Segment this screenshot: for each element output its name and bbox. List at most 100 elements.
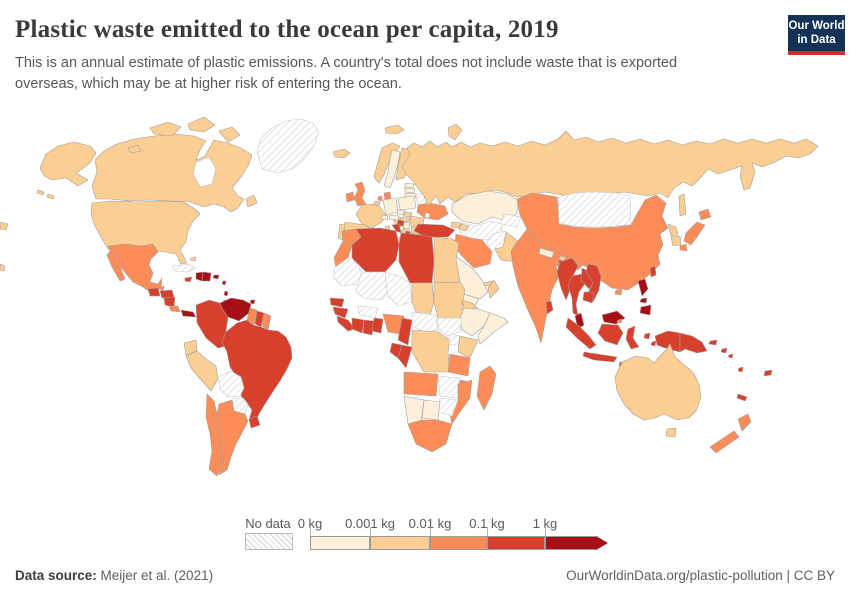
country-iceland[interactable] (332, 148, 351, 159)
country-egypt[interactable] (433, 236, 461, 284)
country-new-caledonia[interactable] (736, 393, 748, 402)
country-brunei[interactable] (616, 318, 623, 324)
country-honduras[interactable] (159, 289, 175, 299)
country-united-states-alaska[interactable] (39, 141, 97, 187)
country-jamaica[interactable] (184, 276, 193, 283)
country-vanuatu[interactable] (737, 366, 744, 373)
country-cameroon[interactable] (397, 317, 413, 346)
country-new-zealand-north[interactable] (737, 413, 752, 432)
country-botswana[interactable] (421, 399, 441, 421)
country-united-states-aleutians[interactable] (36, 189, 45, 196)
country-puerto-rico[interactable] (212, 274, 220, 280)
country-angola[interactable] (403, 371, 439, 397)
legend-bin-2[interactable] (430, 536, 487, 550)
country-costa-rica[interactable] (168, 305, 181, 313)
country-guinea[interactable] (332, 306, 349, 319)
country-japan-hokkaido[interactable] (698, 208, 712, 221)
country-congo[interactable] (397, 344, 413, 369)
country-russia[interactable] (0, 263, 6, 272)
country-png-new-britain[interactable] (708, 339, 718, 346)
country-moldova[interactable] (424, 212, 431, 219)
country-cuba[interactable] (171, 263, 197, 273)
legend-bin-4[interactable] (545, 536, 597, 550)
country-lesser-antilles[interactable] (221, 280, 227, 286)
country-sri-lanka[interactable] (545, 300, 554, 315)
country-sierra-leone[interactable] (336, 315, 356, 332)
country-philippines-luzon[interactable] (637, 278, 649, 297)
country-libya[interactable] (398, 232, 435, 284)
country-dominican-republic[interactable] (201, 271, 212, 282)
country-australia-tasmania[interactable] (665, 427, 677, 438)
country-mexico[interactable] (107, 243, 163, 293)
country-mexico-baja[interactable] (106, 250, 126, 282)
country-kyrgyzstan[interactable] (500, 213, 522, 228)
country-somalia[interactable] (477, 312, 509, 345)
country-united-states-aleutians[interactable] (46, 193, 55, 200)
country-taiwan[interactable] (649, 265, 657, 278)
country-dr-congo[interactable] (411, 329, 451, 373)
country-french-guiana[interactable] (261, 312, 272, 331)
legend-bin-3[interactable] (487, 536, 545, 550)
country-belize[interactable] (160, 285, 165, 292)
country-russia-novaya-zemlya[interactable] (447, 123, 463, 141)
country-togo-benin[interactable] (371, 317, 384, 334)
country-russia-sakhalin[interactable] (678, 193, 687, 217)
country-turkey[interactable] (413, 223, 456, 238)
country-canada-arctic-islands[interactable] (218, 126, 241, 143)
country-japan-kyushu[interactable] (679, 243, 688, 252)
country-australia[interactable] (614, 343, 702, 421)
country-tanzania[interactable] (447, 353, 471, 377)
country-uganda[interactable] (448, 333, 461, 347)
country-indonesia-sulawesi[interactable] (625, 325, 640, 350)
country-madagascar[interactable] (476, 365, 497, 411)
country-latvia[interactable] (404, 187, 416, 194)
country-south-sudan[interactable] (437, 317, 463, 337)
country-cote-divoire[interactable] (351, 317, 365, 334)
country-canada-arctic-islands[interactable] (187, 116, 216, 133)
country-north-korea[interactable] (667, 223, 679, 237)
country-united-states[interactable] (90, 200, 201, 265)
country-china-hainan[interactable] (614, 288, 623, 296)
country-papua-new-guinea[interactable] (679, 332, 708, 354)
country-ireland[interactable] (345, 191, 355, 203)
country-indonesia-kalimantan[interactable] (597, 323, 624, 346)
country-south-korea[interactable] (670, 235, 682, 247)
legend-no-data-swatch[interactable] (245, 533, 293, 550)
country-united-kingdom[interactable] (353, 181, 367, 207)
country-canada-newfoundland[interactable] (245, 194, 258, 208)
country-colombia[interactable] (195, 299, 231, 349)
country-new-zealand-south[interactable] (709, 430, 740, 454)
country-malaysia-borneo[interactable] (601, 310, 626, 325)
country-mongolia[interactable] (557, 191, 632, 228)
country-bahamas[interactable] (189, 256, 197, 262)
country-svalbard[interactable] (384, 124, 405, 135)
country-sudan[interactable] (433, 281, 466, 319)
country-guatemala[interactable] (147, 287, 161, 297)
country-zambia[interactable] (437, 375, 461, 399)
country-nicaragua[interactable] (163, 296, 176, 308)
credit-link[interactable]: OurWorldinData.org/plastic-pollution | C… (566, 568, 835, 583)
country-solomon-islands[interactable] (720, 347, 728, 354)
country-niger[interactable] (384, 271, 413, 307)
country-canada-arctic-islands[interactable] (127, 144, 142, 154)
country-indonesia-moluccas[interactable] (643, 332, 651, 340)
country-burkina-faso[interactable] (357, 305, 379, 319)
country-switzerland[interactable] (380, 214, 389, 221)
country-canada-arctic-islands[interactable] (149, 121, 182, 137)
country-philippines-mindanao[interactable] (639, 304, 652, 316)
country-trinidad[interactable] (249, 299, 256, 305)
country-solomon-islands[interactable] (727, 353, 734, 359)
country-russia[interactable] (401, 130, 819, 207)
country-austria[interactable] (388, 214, 400, 221)
country-russia[interactable] (0, 221, 9, 231)
country-nepal[interactable] (538, 247, 555, 259)
country-canada[interactable] (91, 133, 253, 213)
country-france[interactable] (355, 203, 387, 229)
country-georgia[interactable] (450, 221, 462, 229)
country-kenya[interactable] (457, 335, 479, 359)
country-central-african-republic[interactable] (411, 311, 439, 333)
country-ghana[interactable] (362, 319, 375, 336)
country-serbia[interactable] (402, 221, 411, 230)
country-indonesia-moluccas[interactable] (650, 340, 657, 347)
